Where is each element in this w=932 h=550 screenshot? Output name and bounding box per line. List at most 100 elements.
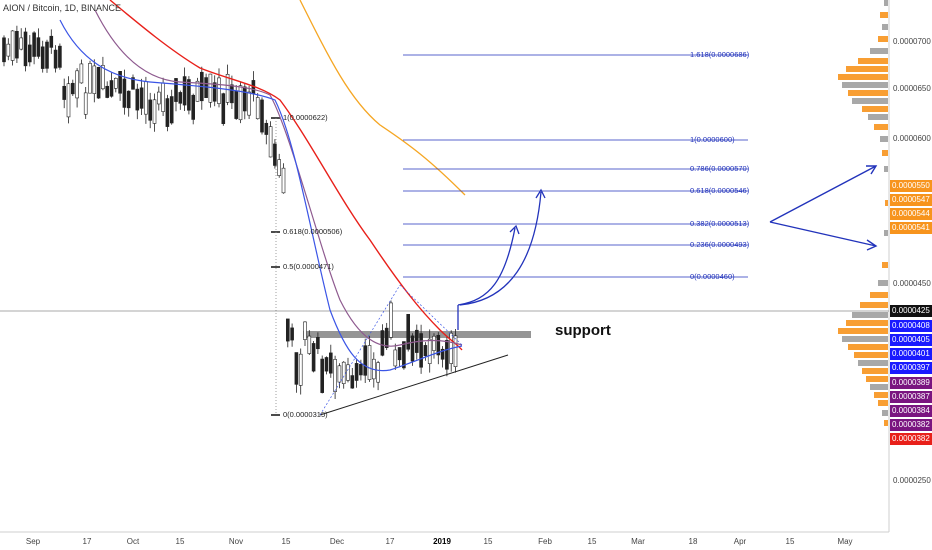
volume-profile-bar — [874, 124, 888, 130]
fib-left-label: 0(0.0000315) — [283, 410, 328, 419]
price-label-544: 0.0000544 — [890, 208, 932, 220]
volume-profile-bar — [878, 400, 888, 406]
candle-body — [320, 358, 325, 393]
candle-body — [32, 32, 36, 57]
price-label-382: 0.0000382 — [890, 419, 932, 431]
price-label-382-red: 0.0000382 — [890, 433, 932, 445]
candle-body — [2, 37, 6, 63]
price-tick: 0.0000650 — [893, 84, 931, 93]
candle-body — [406, 313, 411, 350]
volume-profile-bar — [858, 360, 888, 366]
candle-body — [273, 143, 277, 166]
volume-profile-bar — [842, 336, 888, 342]
time-tick: 15 — [175, 537, 185, 546]
candle-body — [389, 302, 393, 338]
candle-body — [157, 91, 161, 105]
candle-body — [380, 330, 385, 356]
candle-body — [264, 122, 269, 135]
volume-profile-bar — [882, 150, 888, 156]
price-label-384: 0.0000384 — [890, 405, 932, 417]
candle-body — [354, 363, 359, 381]
projection-arrowhead — [509, 224, 520, 235]
candle-body — [19, 37, 24, 50]
ema-orange-line — [299, 0, 466, 196]
fib-right-label: 0(0.0000460) — [690, 272, 735, 281]
volume-profile-bar — [878, 280, 888, 286]
candle-body — [436, 334, 441, 356]
candle-body — [316, 337, 320, 350]
price-tick: 0.0000600 — [893, 134, 931, 143]
candle-body — [148, 99, 152, 121]
time-tick: 15 — [281, 537, 291, 546]
symbol-title: AION / Bitcoin, 1D, BINANCE — [3, 3, 122, 13]
candle-body — [419, 333, 423, 368]
price-tick: 0.0000700 — [893, 37, 931, 46]
candle-body — [71, 82, 75, 95]
volume-profile-bar — [862, 106, 888, 112]
candle-body — [66, 83, 71, 118]
candle-body — [337, 365, 342, 383]
candle-body — [36, 37, 41, 57]
candle-body — [62, 85, 67, 100]
volume-profile-bar — [880, 136, 888, 142]
candle-body — [453, 335, 458, 367]
time-tick: Sep — [25, 537, 41, 546]
candle-body — [311, 343, 316, 372]
candle-body — [410, 335, 415, 362]
time-tick: 15 — [785, 537, 795, 546]
volume-profile-bar — [870, 48, 888, 54]
time-tick: Feb — [538, 537, 552, 546]
volume-profile-bar — [848, 344, 888, 350]
volume-profile-bar — [846, 66, 888, 72]
volume-profile-bar — [874, 392, 888, 398]
time-tick: Oct — [126, 537, 140, 546]
candle-body — [243, 86, 247, 112]
candle-body — [255, 97, 260, 120]
candle-body — [363, 345, 368, 376]
candle-body — [376, 362, 380, 383]
candle-body — [152, 99, 157, 124]
candle-body — [217, 77, 221, 104]
candle-body — [423, 345, 428, 357]
price-label-397: 0.0000397 — [890, 362, 932, 374]
candle-body — [445, 339, 449, 370]
volume-profile-bar — [882, 410, 888, 416]
price-label-547: 0.0000547 — [890, 194, 932, 206]
time-tick: 17 — [82, 537, 92, 546]
price-label-389: 0.0000389 — [890, 377, 932, 389]
fib-left-label: 0.618(0.0000506) — [283, 227, 343, 236]
volume-profile-bar — [870, 292, 888, 298]
volume-profile-bar — [866, 376, 888, 382]
candle-body — [393, 349, 398, 367]
candle-body — [290, 327, 294, 341]
candle-body — [109, 80, 114, 97]
fib-right-label: 0.382(0.0000513) — [690, 219, 750, 228]
candle-body — [281, 167, 286, 194]
time-tick: Mar — [631, 537, 645, 546]
candle-body — [122, 78, 127, 108]
candle-body — [277, 159, 282, 176]
fib-right-label: 0.618(0.0000546) — [690, 186, 750, 195]
price-label-405: 0.0000405 — [890, 334, 932, 346]
candle-body — [6, 43, 11, 57]
candle-body — [294, 352, 299, 385]
candle-body — [367, 345, 372, 380]
support-annotation: support — [555, 322, 611, 339]
time-tick: Nov — [228, 537, 244, 546]
volume-profile-bar — [885, 200, 888, 206]
candle-body — [10, 30, 15, 61]
candle-body — [105, 85, 109, 98]
projection-curve — [459, 191, 542, 306]
candle-body — [341, 361, 346, 385]
candle-body — [324, 357, 329, 372]
current-price-label: 0.0000425 — [890, 305, 932, 317]
fib-left-label: 0.5(0.0000471) — [283, 262, 334, 271]
volume-profile-bar — [860, 302, 888, 308]
candle-body — [174, 78, 178, 102]
candle-body — [96, 67, 101, 99]
candle-body — [139, 87, 144, 109]
price-tick: 0.0000450 — [893, 279, 931, 288]
candle-body — [208, 73, 213, 103]
